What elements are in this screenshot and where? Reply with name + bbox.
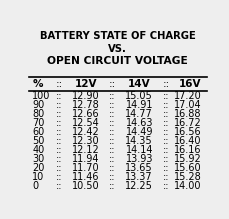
Text: ::: :: <box>162 163 169 173</box>
Text: ::: :: <box>56 100 62 110</box>
Text: ::: :: <box>109 127 115 137</box>
Text: ::: :: <box>162 172 169 182</box>
Text: 13.65: 13.65 <box>125 163 153 173</box>
Text: ::: :: <box>56 109 62 119</box>
Text: ::: :: <box>162 154 169 164</box>
Text: ::: :: <box>162 91 169 101</box>
Text: ::: :: <box>56 127 62 137</box>
Text: 60: 60 <box>32 127 44 137</box>
Text: ::: :: <box>55 79 63 89</box>
Text: ::: :: <box>162 136 169 146</box>
Text: BATTERY STATE OF CHARGE: BATTERY STATE OF CHARGE <box>40 31 195 41</box>
Text: 16V: 16V <box>178 79 201 89</box>
Text: ::: :: <box>162 145 169 155</box>
Text: ::: :: <box>109 136 115 146</box>
Text: 11.94: 11.94 <box>72 154 99 164</box>
Text: 16.72: 16.72 <box>173 118 201 128</box>
Text: 15.05: 15.05 <box>125 91 153 101</box>
Text: ::: :: <box>56 163 62 173</box>
Text: 10.50: 10.50 <box>72 181 99 191</box>
Text: ::: :: <box>56 91 62 101</box>
Text: 16.40: 16.40 <box>173 136 201 146</box>
Text: ::: :: <box>56 154 62 164</box>
Text: ::: :: <box>56 118 62 128</box>
Text: ::: :: <box>109 154 115 164</box>
Text: 12.42: 12.42 <box>72 127 99 137</box>
Text: ::: :: <box>109 145 115 155</box>
Text: 80: 80 <box>32 109 44 119</box>
Text: ::: :: <box>162 100 169 110</box>
Text: 11.70: 11.70 <box>72 163 99 173</box>
Text: ::: :: <box>162 109 169 119</box>
Text: 14V: 14V <box>127 79 150 89</box>
Text: ::: :: <box>108 79 116 89</box>
Text: 15.28: 15.28 <box>173 172 201 182</box>
Text: ::: :: <box>109 91 115 101</box>
Text: ::: :: <box>109 163 115 173</box>
Text: 10: 10 <box>32 172 44 182</box>
Text: ::: :: <box>162 127 169 137</box>
Text: 16.16: 16.16 <box>173 145 201 155</box>
Text: 40: 40 <box>32 145 44 155</box>
Text: ::: :: <box>162 118 169 128</box>
Text: ::: :: <box>109 100 115 110</box>
Text: 12.12: 12.12 <box>72 145 99 155</box>
Text: 100: 100 <box>32 91 50 101</box>
Text: 0: 0 <box>32 181 38 191</box>
Text: 13.93: 13.93 <box>125 154 152 164</box>
Text: 90: 90 <box>32 100 44 110</box>
Text: 12.25: 12.25 <box>125 181 153 191</box>
Text: ::: :: <box>109 181 115 191</box>
Text: 50: 50 <box>32 136 44 146</box>
Text: 12.66: 12.66 <box>72 109 99 119</box>
Text: ::: :: <box>56 145 62 155</box>
Text: ::: :: <box>109 118 115 128</box>
Text: OPEN CIRCUIT VOLTAGE: OPEN CIRCUIT VOLTAGE <box>47 56 187 66</box>
Text: 70: 70 <box>32 118 44 128</box>
Text: ::: :: <box>162 181 169 191</box>
Text: VS.: VS. <box>108 44 127 55</box>
Text: 14.35: 14.35 <box>125 136 153 146</box>
Text: 12.78: 12.78 <box>72 100 99 110</box>
Text: 15.60: 15.60 <box>173 163 201 173</box>
Text: 17.20: 17.20 <box>173 91 201 101</box>
Text: 14.14: 14.14 <box>125 145 152 155</box>
Text: 12V: 12V <box>74 79 97 89</box>
Text: 14.91: 14.91 <box>125 100 152 110</box>
Text: 12.54: 12.54 <box>72 118 99 128</box>
Text: 12.90: 12.90 <box>72 91 99 101</box>
Text: 30: 30 <box>32 154 44 164</box>
Text: 11.46: 11.46 <box>72 172 99 182</box>
Text: ::: :: <box>109 109 115 119</box>
Text: 17.04: 17.04 <box>173 100 201 110</box>
Text: 14.49: 14.49 <box>125 127 152 137</box>
Text: 16.56: 16.56 <box>173 127 201 137</box>
Text: 14.63: 14.63 <box>125 118 152 128</box>
Text: 15.92: 15.92 <box>173 154 201 164</box>
Text: 12.30: 12.30 <box>72 136 99 146</box>
Text: 20: 20 <box>32 163 44 173</box>
Text: 14.77: 14.77 <box>125 109 153 119</box>
Text: 16.88: 16.88 <box>173 109 201 119</box>
Text: ::: :: <box>109 172 115 182</box>
Text: 13.37: 13.37 <box>125 172 153 182</box>
Text: %: % <box>32 79 43 89</box>
Text: ::: :: <box>162 79 169 89</box>
Text: ::: :: <box>56 172 62 182</box>
Text: 14.00: 14.00 <box>173 181 201 191</box>
Text: ::: :: <box>56 181 62 191</box>
Text: ::: :: <box>56 136 62 146</box>
